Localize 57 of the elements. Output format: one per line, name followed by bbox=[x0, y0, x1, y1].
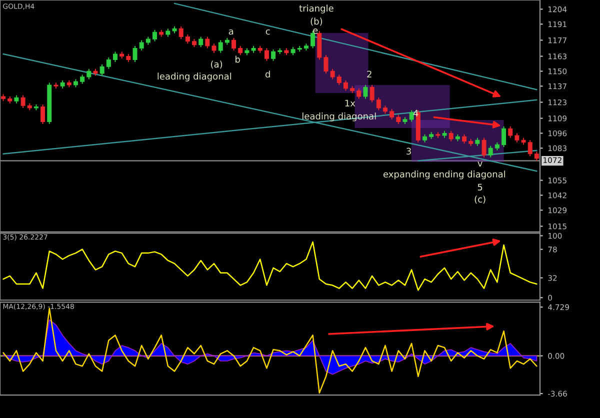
annotation: 2 bbox=[367, 70, 372, 78]
annotation: b bbox=[236, 56, 240, 63]
candlestick bbox=[324, 54, 328, 74]
candlestick bbox=[488, 145, 493, 158]
candlestick bbox=[238, 45, 243, 56]
candlestick bbox=[482, 137, 486, 158]
candlestick bbox=[363, 84, 368, 100]
candlestick bbox=[409, 110, 414, 122]
candlestick bbox=[80, 74, 85, 84]
candlestick bbox=[396, 114, 401, 125]
candlestick bbox=[370, 84, 374, 103]
annotation: c bbox=[266, 29, 270, 35]
candlestick bbox=[336, 74, 342, 86]
candlestick bbox=[271, 48, 276, 62]
candlestick bbox=[178, 26, 184, 40]
annotation: 3 bbox=[406, 148, 411, 155]
candlestick bbox=[218, 40, 223, 54]
candlestick bbox=[139, 40, 144, 52]
candlestick bbox=[330, 68, 335, 80]
annotation: (c) bbox=[474, 196, 486, 204]
annotation: v bbox=[478, 162, 482, 167]
candlestick bbox=[152, 29, 158, 42]
annotation: (a) bbox=[211, 60, 222, 69]
candlestick bbox=[502, 126, 506, 148]
annotation: 4 bbox=[413, 110, 418, 116]
candlestick bbox=[205, 36, 210, 49]
candlestick bbox=[343, 80, 348, 92]
candlestick bbox=[106, 56, 111, 70]
candlestick bbox=[534, 151, 539, 162]
annotation: 5 bbox=[478, 184, 482, 191]
candlestick bbox=[112, 51, 118, 62]
candlestick bbox=[264, 48, 269, 62]
candlestick bbox=[356, 88, 362, 100]
line-series bbox=[2, 241, 538, 291]
candlestick bbox=[20, 94, 26, 108]
candlestick bbox=[462, 134, 467, 144]
annotation: d bbox=[265, 70, 270, 78]
annotation: 1x bbox=[345, 100, 356, 106]
candlestick bbox=[528, 140, 532, 157]
candlestick bbox=[86, 68, 92, 80]
candlestick bbox=[100, 64, 104, 76]
candlestick bbox=[376, 97, 381, 111]
candlestick bbox=[185, 34, 190, 44]
candlestick bbox=[508, 126, 513, 138]
candlestick bbox=[40, 104, 46, 125]
annotation: e bbox=[313, 28, 318, 34]
candlestick bbox=[390, 108, 394, 120]
annotation: expanding ending diagonal bbox=[383, 170, 506, 180]
annotation: a bbox=[228, 29, 234, 35]
candlestick bbox=[132, 45, 138, 62]
annotation: triangle bbox=[299, 4, 334, 14]
candlestick bbox=[198, 36, 204, 48]
candlestick bbox=[232, 37, 236, 52]
annotation: leading diagonal bbox=[158, 72, 232, 82]
annotation: (b) bbox=[310, 18, 322, 26]
candlestick bbox=[212, 43, 216, 54]
candlestick bbox=[448, 130, 454, 142]
